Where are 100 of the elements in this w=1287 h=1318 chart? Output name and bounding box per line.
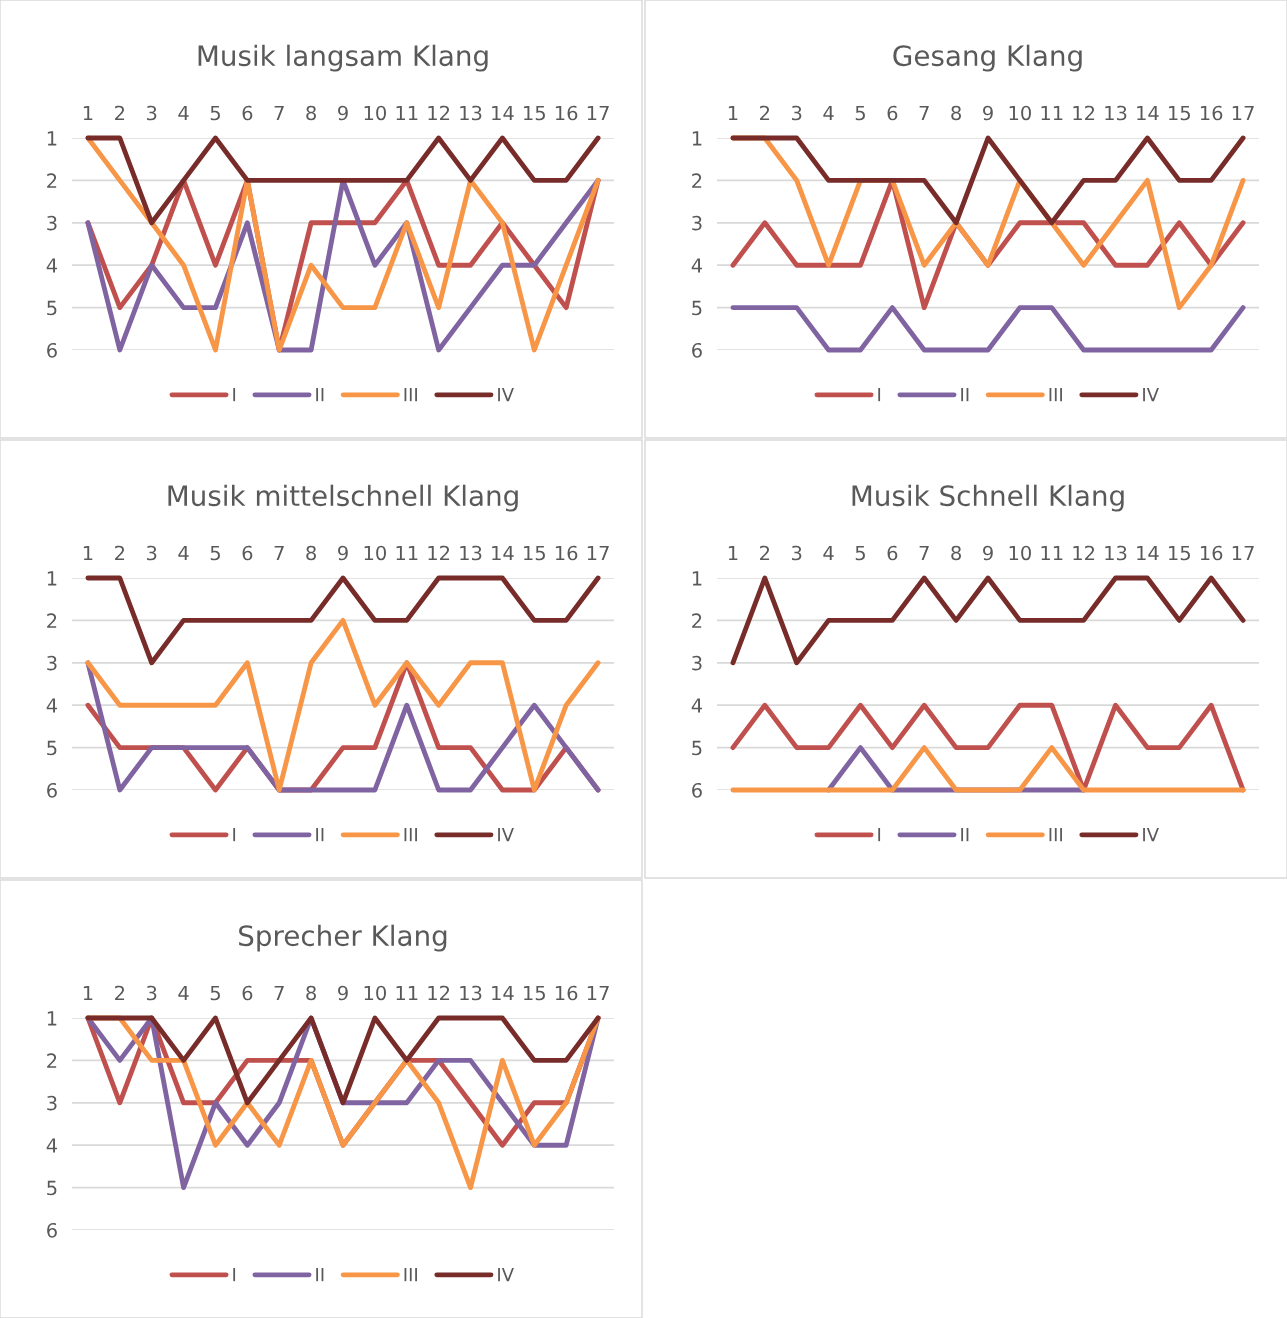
y-tick-label: 6	[47, 342, 57, 358]
x-tick-label: 3	[792, 545, 802, 561]
y-tick-label: 3	[692, 215, 702, 231]
legend-label: III	[404, 388, 417, 402]
y-tick-label: 6	[692, 782, 702, 798]
y-tick-label: 5	[692, 740, 702, 756]
x-tick-label: 16	[555, 105, 578, 121]
y-tick-label: 3	[47, 215, 57, 231]
chart-title: Sprecher Klang	[239, 924, 447, 952]
x-tick-label: 11	[396, 985, 418, 1001]
y-tick-label: 1	[47, 1011, 57, 1026]
x-tick-label: 15	[524, 545, 545, 561]
legend-label: I	[233, 1268, 236, 1282]
x-tick-label: 3	[147, 985, 157, 1001]
x-tick-label: 6	[242, 105, 253, 121]
x-tick-label: 7	[274, 545, 284, 561]
x-tick-label: 12	[428, 985, 450, 1001]
y-tick-label: 2	[47, 173, 57, 188]
x-tick-label: 16	[1200, 545, 1223, 561]
x-tick-label: 1	[83, 105, 93, 121]
x-tick-label: 17	[1232, 105, 1254, 121]
y-tick-label: 3	[692, 655, 702, 671]
chart-title: Musik langsam Klang	[198, 44, 488, 72]
legend-label: III	[404, 828, 417, 842]
x-tick-label: 16	[1200, 105, 1223, 121]
x-tick-label: 4	[178, 985, 189, 1001]
legend-label: IV	[498, 828, 514, 842]
x-tick-label: 8	[306, 545, 316, 561]
legend-label: III	[1049, 828, 1062, 842]
y-tick-label: 3	[47, 655, 57, 671]
x-tick-label: 13	[460, 545, 482, 561]
y-tick-label: 1	[47, 131, 57, 146]
legend-label: II	[961, 828, 969, 842]
x-tick-label: 3	[147, 545, 157, 561]
y-tick-label: 6	[47, 782, 57, 798]
x-tick-label: 16	[555, 545, 578, 561]
y-tick-label: 6	[47, 1222, 57, 1238]
x-tick-label: 1	[83, 985, 93, 1001]
y-tick-label: 5	[47, 300, 57, 316]
x-tick-label: 13	[1105, 545, 1127, 561]
x-tick-label: 8	[951, 105, 961, 121]
line-series	[85, 135, 601, 353]
x-tick-label: 4	[178, 105, 189, 121]
legend-label: I	[878, 388, 881, 402]
x-tick-label: 10	[364, 985, 386, 1001]
x-tick-label: 2	[760, 105, 770, 121]
x-tick-label: 6	[887, 545, 898, 561]
y-tick-label: 6	[692, 342, 702, 358]
x-tick-label: 7	[919, 545, 929, 561]
x-tick-label: 9	[338, 105, 348, 121]
chart-title: Gesang Klang	[893, 44, 1082, 72]
chart-title: Musik mittelschnell Klang	[168, 484, 518, 512]
x-tick-label: 3	[147, 105, 157, 121]
x-tick-label: 14	[1137, 545, 1159, 561]
x-tick-label: 15	[1169, 545, 1190, 561]
x-tick-label: 6	[887, 105, 898, 121]
x-tick-label: 10	[364, 545, 386, 561]
legend-label: II	[316, 828, 324, 842]
x-tick-label: 2	[115, 545, 125, 561]
x-tick-label: 11	[396, 105, 418, 121]
y-tick-label: 2	[47, 613, 57, 628]
y-tick-label: 2	[47, 1053, 57, 1068]
x-tick-label: 12	[428, 105, 450, 121]
x-tick-label: 9	[983, 105, 993, 121]
legend-label: I	[233, 828, 236, 842]
y-tick-label: 2	[692, 173, 702, 188]
x-tick-label: 5	[210, 105, 220, 121]
x-tick-label: 14	[492, 105, 514, 121]
x-tick-label: 13	[1105, 105, 1127, 121]
x-tick-label: 11	[1041, 545, 1063, 561]
legend-label: IV	[1143, 828, 1159, 842]
x-tick-label: 7	[919, 105, 929, 121]
x-tick-label: 17	[587, 985, 609, 1001]
x-tick-label: 2	[760, 545, 770, 561]
x-tick-label: 11	[1041, 105, 1063, 121]
legend-label: III	[1049, 388, 1062, 402]
x-tick-label: 8	[306, 105, 316, 121]
y-tick-label: 4	[46, 1138, 58, 1153]
y-tick-label: 1	[692, 571, 702, 586]
x-tick-label: 14	[1137, 105, 1159, 121]
x-tick-label: 10	[364, 105, 386, 121]
x-tick-label: 7	[274, 105, 284, 121]
x-tick-label: 14	[492, 985, 514, 1001]
x-tick-label: 10	[1009, 545, 1031, 561]
x-tick-label: 17	[1232, 545, 1254, 561]
y-tick-label: 4	[46, 698, 58, 713]
y-tick-label: 2	[692, 613, 702, 628]
y-tick-label: 5	[47, 740, 57, 756]
x-tick-label: 1	[728, 105, 738, 121]
y-tick-label: 4	[46, 258, 58, 273]
legend-label: IV	[498, 388, 514, 402]
x-tick-label: 15	[524, 105, 545, 121]
x-tick-label: 4	[178, 545, 189, 561]
x-tick-label: 4	[823, 105, 834, 121]
y-tick-label: 1	[692, 131, 702, 146]
x-tick-label: 1	[728, 545, 738, 561]
x-tick-label: 10	[1009, 105, 1031, 121]
y-tick-label: 1	[47, 571, 57, 586]
x-tick-label: 5	[855, 105, 865, 121]
legend-label: I	[878, 828, 881, 842]
